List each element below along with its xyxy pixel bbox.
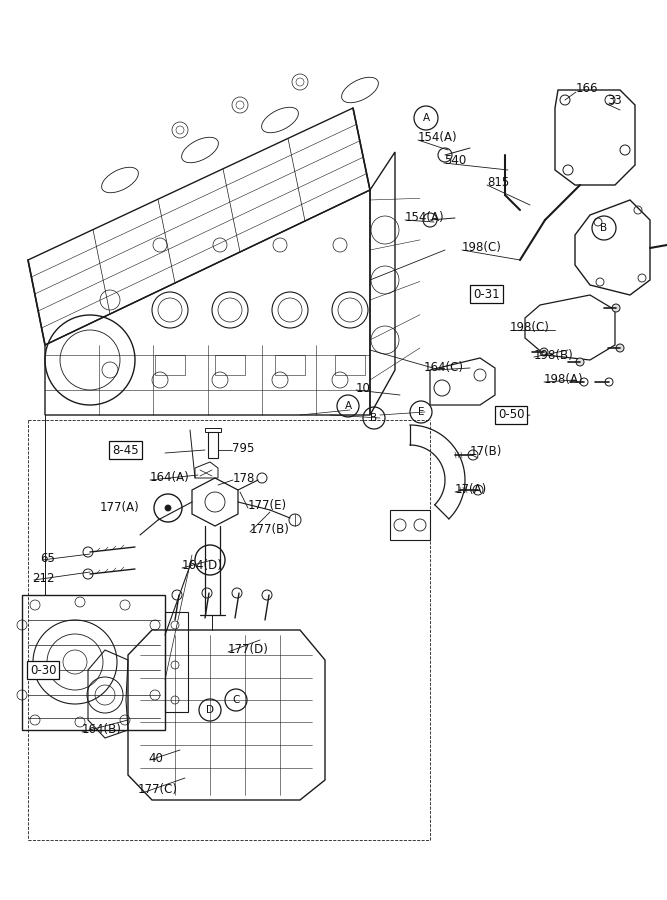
Text: 198(B): 198(B) — [534, 348, 574, 362]
Text: 178: 178 — [233, 472, 255, 484]
Text: 166: 166 — [576, 82, 598, 94]
Text: C: C — [232, 695, 239, 705]
Text: 65: 65 — [40, 552, 55, 564]
Text: 177(C): 177(C) — [138, 784, 178, 796]
Text: 17(A): 17(A) — [455, 483, 488, 497]
Text: 10: 10 — [356, 382, 371, 394]
Text: 198(A): 198(A) — [544, 374, 584, 386]
Text: 154(A): 154(A) — [418, 131, 458, 145]
Text: 164(D): 164(D) — [182, 559, 223, 572]
Text: 815: 815 — [487, 176, 509, 188]
Text: 164(A): 164(A) — [150, 472, 189, 484]
Text: 154(A): 154(A) — [405, 212, 445, 224]
Text: D: D — [206, 705, 214, 715]
Circle shape — [612, 304, 620, 312]
Text: 177(D): 177(D) — [228, 644, 269, 656]
Text: 198(C): 198(C) — [462, 241, 502, 255]
Text: 164(C): 164(C) — [424, 362, 464, 374]
Text: 795: 795 — [232, 442, 254, 454]
Text: B: B — [600, 223, 608, 233]
Circle shape — [165, 505, 171, 511]
Text: 0-31: 0-31 — [473, 287, 500, 301]
Text: 212: 212 — [32, 572, 55, 584]
Text: E: E — [418, 407, 424, 417]
Text: 0-30: 0-30 — [30, 663, 57, 677]
Text: 40: 40 — [148, 752, 163, 764]
Text: A: A — [344, 401, 352, 411]
Circle shape — [576, 358, 584, 366]
Text: B: B — [370, 413, 378, 423]
Text: 177(A): 177(A) — [100, 501, 140, 515]
Text: A: A — [422, 113, 430, 123]
Text: 177(B): 177(B) — [250, 524, 290, 536]
Text: 164(B): 164(B) — [82, 724, 122, 736]
Text: 33: 33 — [607, 94, 622, 106]
Text: 17(B): 17(B) — [470, 446, 502, 458]
Text: 540: 540 — [444, 154, 466, 166]
Circle shape — [616, 344, 624, 352]
Circle shape — [540, 348, 548, 356]
Text: 0-50: 0-50 — [498, 409, 524, 421]
Text: 198(C): 198(C) — [510, 321, 550, 335]
Text: 8-45: 8-45 — [112, 444, 139, 456]
Text: 177(E): 177(E) — [248, 500, 287, 512]
